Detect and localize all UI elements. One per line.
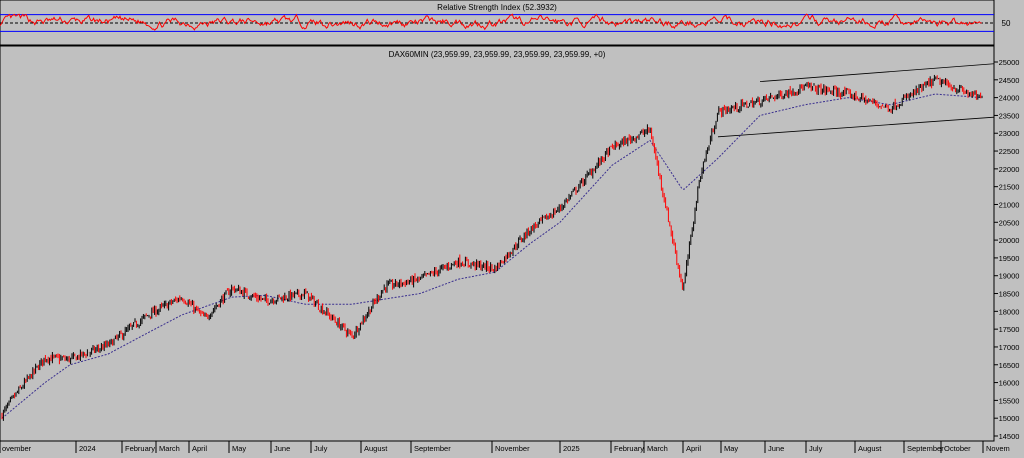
x-tick-label: May [724,444,738,453]
y-tick-label: 19000 [999,272,1020,281]
x-tick-label: April [192,444,207,453]
candlesticks [1,74,983,421]
x-tick-label: October [944,444,971,453]
channel-upper-line [759,63,995,82]
y-tick-label: 18000 [999,307,1020,316]
x-tick-label: June [274,444,290,453]
channel-lower-line [717,116,995,138]
y-tick-label: 24500 [999,76,1020,85]
price-frame [0,45,995,442]
x-tick-label: 2024 [79,444,96,453]
x-tick-label: November [495,444,530,453]
y-tick-label: 21000 [999,200,1020,209]
y-axis: 14500 15000 15500 16000 16500 17000 17500 18000… [994,58,1019,441]
rsi-title: Relative Strength Index (52.3932) [437,3,557,12]
x-tick-label: June [768,444,784,453]
x-tick-label: September [907,444,944,453]
x-tick-label: March [647,444,668,453]
price-title: DAX60MIN (23,959.99, 23,959.99, 23,959.9… [389,50,606,59]
moving-average-line [1,93,983,419]
y-tick-label: 21500 [999,183,1020,192]
y-tick-label: 17500 [999,325,1020,334]
y-tick-label: 25000 [999,58,1020,67]
rsi-tick-label: 50 [1002,19,1011,28]
y-tick-label: 22500 [999,147,1020,156]
x-tick-label: 2025 [563,444,580,453]
trend-channel [717,63,995,138]
x-tick-label: March [159,444,180,453]
y-tick-label: 16500 [999,361,1020,370]
y-tick-label: 20000 [999,236,1020,245]
y-tick-label: 20500 [999,218,1020,227]
y-tick-label: 23000 [999,129,1020,138]
x-tick-label: September [414,444,451,453]
price-panel: DAX60MIN (23,959.99, 23,959.99, 23,959.9… [0,45,1019,442]
y-tick-label: 17000 [999,343,1020,352]
x-tick-label: August [858,444,882,453]
x-tick-label: April [686,444,701,453]
x-tick-label: May [232,444,246,453]
y-tick-label: 15000 [999,414,1020,423]
y-tick-label: 16000 [999,379,1020,388]
rsi-panel: Relative Strength Index (52.3932) 50 [0,0,1011,46]
x-tick-label: August [364,444,388,453]
y-tick-label: 23500 [999,111,1020,120]
y-tick-label: 18500 [999,290,1020,299]
y-tick-label: 14500 [999,432,1020,441]
y-tick-label: 24000 [999,94,1020,103]
x-tick-label: Novem [986,444,1010,453]
rsi-line [0,13,982,31]
y-tick-label: 22000 [999,165,1020,174]
y-tick-label: 15500 [999,396,1020,405]
x-tick-label: ovember [2,444,32,453]
x-axis: ovember 2024 February March April May June July… [0,440,1010,453]
y-tick-label: 19500 [999,254,1020,263]
x-tick-label: February [125,444,155,453]
x-tick-label: July [809,444,823,453]
x-tick-label: February [614,444,644,453]
x-tick-label: July [314,444,328,453]
